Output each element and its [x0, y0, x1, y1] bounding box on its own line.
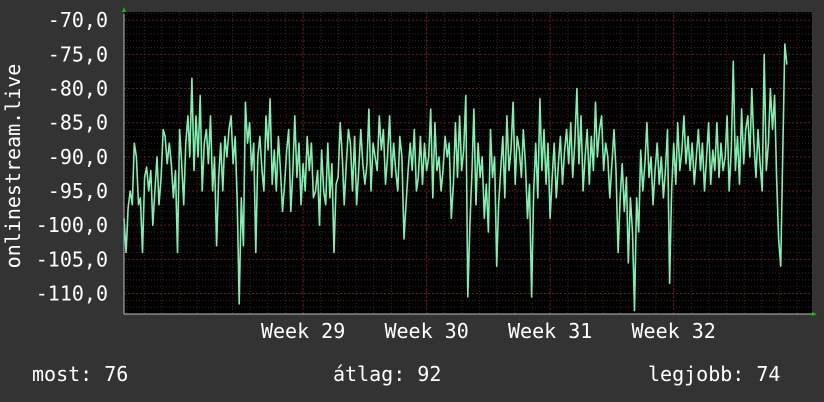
y-axis-ticks: -70,0 -75,0 -80,0 -85,0 -90,0 -95,0 -100,0 -105… [36, 8, 108, 305]
x-axis-arrow-icon [812, 312, 817, 316]
y-tick-label: -80,0 [48, 77, 108, 101]
chart: -70,0 -75,0 -80,0 -85,0 -90,0 -95,0 -100,0 -105… [1, 7, 817, 343]
x-tick-label: Week 29 [261, 319, 345, 343]
y-tick-label: -110,0 [36, 282, 108, 306]
series-line [123, 43, 788, 312]
footer-average-value: átlag: 92 [333, 362, 442, 386]
x-axis-ticks: Week 29 Week 30 Week 31 Week 32 [261, 319, 716, 343]
y-tick-label: -105,0 [36, 247, 108, 271]
chart-svg: -70,0 -75,0 -80,0 -85,0 -90,0 -95,0 -100,0 -105… [1, 7, 817, 343]
y-tick-label: -90,0 [48, 145, 108, 169]
y-tick-label: -75,0 [48, 42, 108, 66]
x-tick-label: Week 30 [384, 319, 468, 343]
y-tick-label: -100,0 [36, 213, 108, 237]
y-axis-arrow-icon [122, 7, 126, 12]
x-tick-label: Week 32 [632, 319, 716, 343]
y-tick-label: -95,0 [48, 179, 108, 203]
y-tick-label: -70,0 [48, 8, 108, 32]
footer-best-value: legjobb: 74 [648, 362, 781, 386]
x-tick-label: Week 31 [508, 319, 592, 343]
y-tick-label: -85,0 [48, 111, 108, 135]
footer-current-value: most: 76 [32, 362, 129, 386]
y-axis-label: onlinestream.live [1, 64, 25, 269]
